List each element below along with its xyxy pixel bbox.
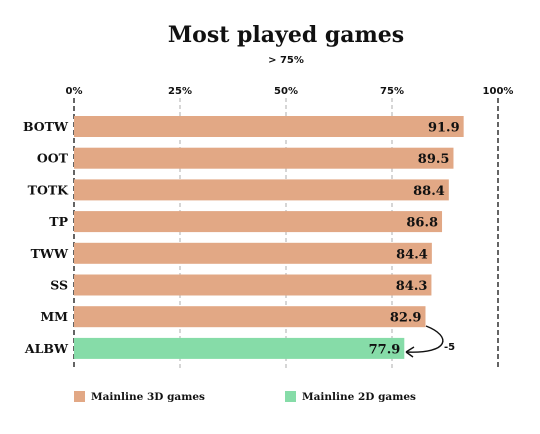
category-label-ss: SS [50, 278, 68, 293]
legend-swatch-2d [285, 391, 296, 402]
bars: BOTW 91.9 OOT 89.5 TOTK 88.4 TP 86.8 TWW 84.4 SS 84… [23, 116, 464, 359]
x-tick-label-0: 0% [66, 86, 83, 97]
value-label-ss: 84.3 [396, 279, 428, 294]
bar-oot [74, 147, 454, 169]
category-label-mm: MM [40, 309, 68, 324]
value-label-totk: 88.4 [413, 184, 445, 199]
arrow-head [405, 346, 415, 358]
difference-arrow [405, 325, 444, 353]
value-label-tp: 86.8 [406, 216, 438, 231]
x-tick-label-25: 25% [168, 86, 192, 97]
category-label-botw: BOTW [23, 119, 69, 134]
gridlines [73, 98, 499, 368]
difference-annotation: -5 [405, 325, 455, 358]
bar-ss [74, 274, 432, 296]
category-label-tww: TWW [31, 246, 69, 261]
x-tick-label-50: 50% [274, 86, 298, 97]
bar-mm [74, 306, 426, 328]
bar-albw [74, 337, 405, 359]
x-axis-ticks: 0% 25% 50% 75% 100% [66, 86, 514, 97]
value-label-mm: 82.9 [390, 311, 422, 326]
category-label-albw: ALBW [24, 341, 69, 356]
value-label-tww: 84.4 [396, 247, 428, 262]
value-label-oot: 89.5 [418, 152, 450, 167]
legend-label-3d: Mainline 3D games [91, 391, 205, 403]
bar-tp [74, 211, 443, 233]
x-tick-label-100: 100% [483, 86, 514, 97]
category-label-oot: OOT [37, 151, 69, 166]
annotation-label: -5 [444, 342, 455, 353]
chart-subtitle: > 75% [268, 55, 304, 66]
bar-botw [74, 116, 464, 137]
x-tick-label-75: 75% [380, 86, 404, 97]
bar-tww [74, 242, 432, 264]
category-label-tp: TP [49, 214, 68, 229]
bar-totk [74, 179, 449, 201]
value-label-albw: 77.9 [369, 342, 401, 357]
legend-label-2d: Mainline 2D games [302, 391, 416, 403]
category-label-totk: TOTK [28, 182, 69, 197]
chart-title: Most played games [168, 22, 404, 48]
legend-swatch-3d [74, 391, 85, 402]
legend: Mainline 3D games Mainline 2D games [74, 391, 416, 403]
value-label-botw: 91.9 [428, 121, 460, 136]
